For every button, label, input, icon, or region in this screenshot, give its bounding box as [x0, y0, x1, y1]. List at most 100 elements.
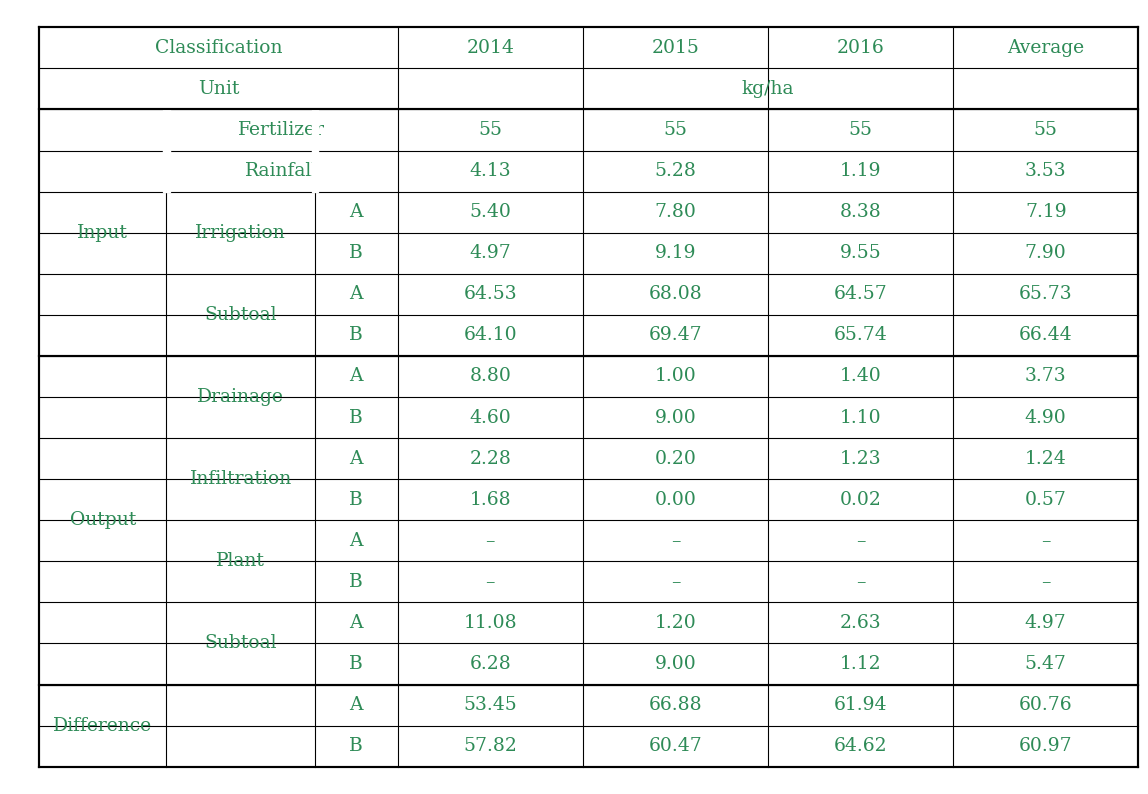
Text: A: A — [350, 696, 363, 714]
Text: 1.24: 1.24 — [1025, 449, 1066, 468]
Text: A: A — [350, 368, 363, 385]
Text: A: A — [350, 285, 363, 303]
Text: B: B — [349, 655, 363, 673]
Text: Fertilizer: Fertilizer — [239, 121, 325, 139]
Text: 7.80: 7.80 — [654, 203, 697, 222]
Text: A: A — [350, 449, 363, 468]
Text: 1.20: 1.20 — [654, 614, 697, 632]
Text: 66.88: 66.88 — [649, 696, 703, 714]
Text: 2016: 2016 — [837, 39, 884, 57]
Text: Subtoal: Subtoal — [204, 634, 277, 653]
Bar — [163, 151, 170, 191]
Text: Irrigation: Irrigation — [195, 224, 286, 241]
Text: 64.57: 64.57 — [833, 285, 887, 303]
Text: B: B — [349, 409, 363, 426]
Text: –: – — [855, 532, 866, 549]
Text: 65.74: 65.74 — [833, 326, 887, 345]
Text: 60.76: 60.76 — [1019, 696, 1072, 714]
Text: A: A — [350, 614, 363, 632]
Text: 8.38: 8.38 — [839, 203, 882, 222]
Text: 66.44: 66.44 — [1019, 326, 1072, 345]
Text: 64.10: 64.10 — [464, 326, 517, 345]
Text: B: B — [349, 326, 363, 345]
Text: 9.00: 9.00 — [654, 409, 697, 426]
Text: 11.08: 11.08 — [464, 614, 517, 632]
Text: Output: Output — [70, 511, 135, 530]
Text: –: – — [486, 572, 495, 591]
Text: kg/ha: kg/ha — [742, 80, 794, 98]
Text: 0.57: 0.57 — [1025, 491, 1066, 509]
Text: 3.73: 3.73 — [1025, 368, 1066, 385]
Text: 0.02: 0.02 — [839, 491, 882, 509]
Text: 0.20: 0.20 — [654, 449, 697, 468]
Text: 9.55: 9.55 — [839, 245, 882, 262]
Text: –: – — [670, 572, 680, 591]
Text: Infiltration: Infiltration — [189, 470, 292, 488]
Text: 1.23: 1.23 — [839, 449, 882, 468]
Text: 2015: 2015 — [651, 39, 699, 57]
Text: B: B — [349, 737, 363, 755]
Text: 69.47: 69.47 — [649, 326, 703, 345]
Text: 60.97: 60.97 — [1019, 737, 1072, 755]
Text: 7.19: 7.19 — [1025, 203, 1066, 222]
Text: Input: Input — [77, 224, 129, 241]
Text: 1.68: 1.68 — [470, 491, 511, 509]
Text: 9.00: 9.00 — [654, 655, 697, 673]
Text: 64.53: 64.53 — [464, 285, 517, 303]
Text: –: – — [486, 532, 495, 549]
Text: –: – — [1041, 572, 1050, 591]
Text: 1.10: 1.10 — [839, 409, 882, 426]
Text: 5.47: 5.47 — [1025, 655, 1066, 673]
Text: Unit: Unit — [197, 80, 239, 98]
Text: 2.28: 2.28 — [470, 449, 511, 468]
Bar — [312, 110, 318, 151]
Text: Subtoal: Subtoal — [204, 306, 277, 324]
Text: 5.28: 5.28 — [654, 162, 697, 180]
Text: B: B — [349, 245, 363, 262]
Text: 2014: 2014 — [466, 39, 514, 57]
Text: 55: 55 — [1033, 121, 1057, 139]
Text: 4.97: 4.97 — [470, 245, 511, 262]
Bar — [163, 110, 170, 151]
Text: 1.40: 1.40 — [839, 368, 882, 385]
Text: Plant: Plant — [216, 553, 265, 570]
Text: 1.00: 1.00 — [654, 368, 697, 385]
Text: 65.73: 65.73 — [1019, 285, 1072, 303]
Text: 68.08: 68.08 — [649, 285, 703, 303]
Text: 2.63: 2.63 — [839, 614, 882, 632]
Text: Difference: Difference — [53, 717, 153, 734]
Text: 3.53: 3.53 — [1025, 162, 1066, 180]
Text: A: A — [350, 532, 363, 549]
Text: 6.28: 6.28 — [470, 655, 511, 673]
Text: 4.60: 4.60 — [470, 409, 511, 426]
Bar — [312, 151, 318, 191]
Text: 4.90: 4.90 — [1025, 409, 1066, 426]
Text: 53.45: 53.45 — [464, 696, 517, 714]
Text: –: – — [855, 572, 866, 591]
Text: 1.19: 1.19 — [840, 162, 882, 180]
Text: 4.97: 4.97 — [1025, 614, 1066, 632]
Text: Average: Average — [1007, 39, 1084, 57]
Text: 7.90: 7.90 — [1025, 245, 1066, 262]
Text: 55: 55 — [664, 121, 688, 139]
Text: 4.13: 4.13 — [470, 162, 511, 180]
Text: A: A — [350, 203, 363, 222]
Text: 64.62: 64.62 — [833, 737, 887, 755]
Text: 55: 55 — [479, 121, 502, 139]
Text: 9.19: 9.19 — [654, 245, 696, 262]
Text: Drainage: Drainage — [197, 388, 284, 406]
Text: B: B — [349, 491, 363, 509]
Text: 1.12: 1.12 — [839, 655, 882, 673]
Text: –: – — [670, 532, 680, 549]
Text: Rainfall: Rainfall — [246, 162, 318, 180]
Text: 55: 55 — [848, 121, 872, 139]
Text: Classification: Classification — [155, 39, 282, 57]
Text: 61.94: 61.94 — [833, 696, 887, 714]
Text: B: B — [349, 572, 363, 591]
Text: 8.80: 8.80 — [470, 368, 511, 385]
Text: 57.82: 57.82 — [464, 737, 518, 755]
Text: 0.00: 0.00 — [654, 491, 697, 509]
Text: –: – — [1041, 532, 1050, 549]
Text: 60.47: 60.47 — [649, 737, 703, 755]
Text: 5.40: 5.40 — [470, 203, 511, 222]
